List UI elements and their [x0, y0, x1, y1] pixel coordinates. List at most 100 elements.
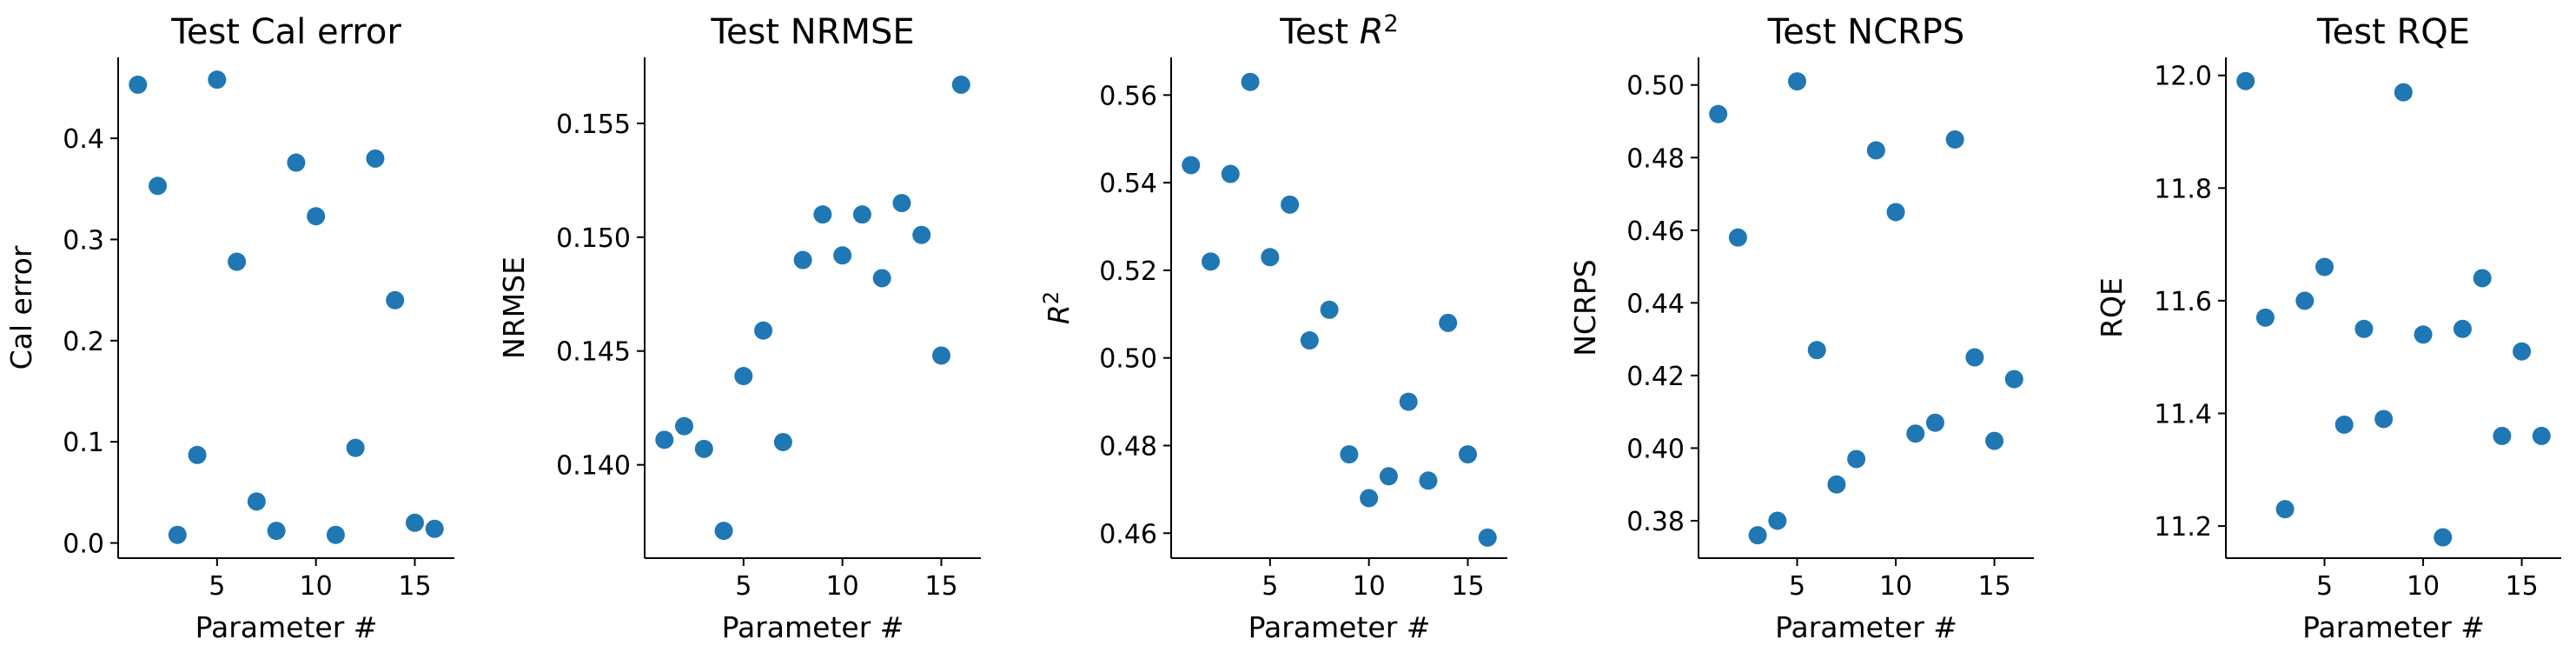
data-point — [386, 290, 405, 310]
data-point — [2453, 319, 2472, 338]
x-tick-label: 5 — [735, 571, 752, 602]
data-point — [1807, 341, 1826, 360]
y-tick-label: 0.56 — [1099, 81, 1157, 111]
data-point — [655, 430, 674, 449]
chart-title: Test RQE — [2316, 12, 2470, 52]
data-point — [149, 176, 168, 196]
data-point — [2275, 500, 2295, 519]
x-tick-label: 10 — [1879, 571, 1912, 602]
data-point — [1300, 331, 1319, 350]
data-point — [307, 207, 326, 226]
data-point — [714, 522, 733, 541]
y-tick-label: 0.48 — [1099, 431, 1157, 462]
y-tick-label: 0.3 — [63, 225, 104, 256]
x-tick-label: 15 — [924, 571, 957, 602]
data-point — [1985, 431, 2004, 450]
y-tick-label: 0.38 — [1626, 507, 1685, 537]
y-axis-label: RQE — [2095, 277, 2129, 338]
data-point — [813, 205, 832, 224]
chart-title: Test Cal error — [170, 12, 401, 52]
data-point — [931, 346, 950, 365]
x-tick-label: 5 — [209, 571, 225, 602]
data-point — [2513, 342, 2532, 361]
data-point — [1945, 130, 1964, 149]
y-tick-label: 0.4 — [63, 124, 104, 155]
data-point — [912, 225, 931, 244]
x-tick-label: 5 — [1262, 571, 1278, 602]
data-point — [287, 153, 306, 172]
data-point — [1241, 72, 1260, 91]
data-point — [425, 519, 444, 538]
y-axis-label: NCRPS — [1568, 259, 1602, 356]
data-point — [1399, 392, 1418, 411]
data-point — [2334, 415, 2354, 434]
data-point — [1866, 141, 1885, 160]
y-tick-label: 0.52 — [1099, 256, 1157, 287]
data-point — [2295, 291, 2314, 310]
panel-cal-error: Test Cal error Parameter # Cal error 5 10 15 0… — [4, 12, 454, 644]
data-point — [168, 525, 187, 544]
y-tick-label: 0.42 — [1626, 362, 1685, 392]
panel-nrmse: Test NRMSE Parameter # NRMSE 5 10 15 0.140 0.14… — [497, 12, 981, 644]
x-tick-label: 15 — [2505, 571, 2538, 602]
data-point — [1261, 248, 1280, 267]
data-point — [1419, 471, 1438, 490]
data-point — [2004, 369, 2023, 389]
y-axis-label: NRMSE — [497, 256, 531, 359]
data-point — [1709, 104, 1728, 123]
y-tick-label: 11.8 — [2154, 174, 2212, 204]
y-tick-label: 0.1 — [63, 428, 104, 458]
data-point — [1379, 467, 1398, 486]
data-point — [694, 439, 713, 458]
data-point — [2532, 426, 2551, 445]
y-tick-label: 0.44 — [1626, 289, 1685, 319]
data-point — [1202, 252, 1221, 271]
y-tick-label: 0.145 — [556, 337, 631, 368]
y-tick-label: 0.54 — [1099, 169, 1157, 199]
data-point — [1478, 528, 1497, 547]
data-point — [188, 445, 207, 464]
data-point — [2394, 83, 2413, 102]
y-tick-label: 0.140 — [556, 451, 631, 482]
data-point — [951, 75, 970, 94]
x-axis-label: Parameter # — [1248, 610, 1431, 644]
data-point — [2414, 325, 2433, 344]
y-tick-label: 11.2 — [2154, 512, 2212, 543]
data-point — [1965, 348, 1984, 367]
chart-title: Test R2 — [1279, 10, 1398, 52]
y-tick-label: 0.50 — [1099, 344, 1157, 375]
x-axis-label: Parameter # — [722, 610, 904, 644]
y-tick-label: 0.46 — [1626, 216, 1685, 247]
data-point — [2493, 426, 2512, 445]
data-point — [833, 246, 852, 265]
data-point — [734, 367, 753, 386]
y-axis-label: R2 — [1039, 291, 1076, 324]
y-tick-label: 0.2 — [63, 327, 104, 357]
data-point — [1788, 72, 1807, 91]
data-point — [675, 416, 694, 436]
y-tick-label: 0.48 — [1626, 143, 1685, 174]
data-point — [2354, 319, 2374, 338]
data-point — [1439, 313, 1458, 332]
y-tick-label: 0.46 — [1099, 519, 1157, 549]
data-point — [1847, 449, 1866, 469]
data-point — [1340, 445, 1359, 464]
data-point — [1281, 195, 1300, 214]
data-point — [2315, 257, 2334, 276]
data-point — [1360, 489, 1379, 508]
data-point — [2434, 528, 2453, 547]
y-tick-label: 0.40 — [1626, 434, 1685, 464]
data-point — [1827, 475, 1846, 494]
chart-title: Test NCRPS — [1767, 12, 1965, 52]
panel-r2: Test R2 Parameter # R2 5 10 15 0.46 0.48 0.50 0.5… — [1039, 10, 1507, 644]
x-tick-label: 10 — [300, 571, 333, 602]
data-point — [129, 75, 148, 94]
data-point — [405, 513, 424, 532]
data-point — [1768, 511, 1787, 530]
panel-ncrps: Test NCRPS Parameter # NCRPS 5 10 15 0.38 0.40 0… — [1568, 12, 2034, 644]
chart-title: Test NRMSE — [710, 12, 914, 52]
data-point — [754, 321, 773, 340]
x-axis-label: Parameter # — [1775, 610, 1957, 644]
x-tick-label: 10 — [2407, 571, 2440, 602]
